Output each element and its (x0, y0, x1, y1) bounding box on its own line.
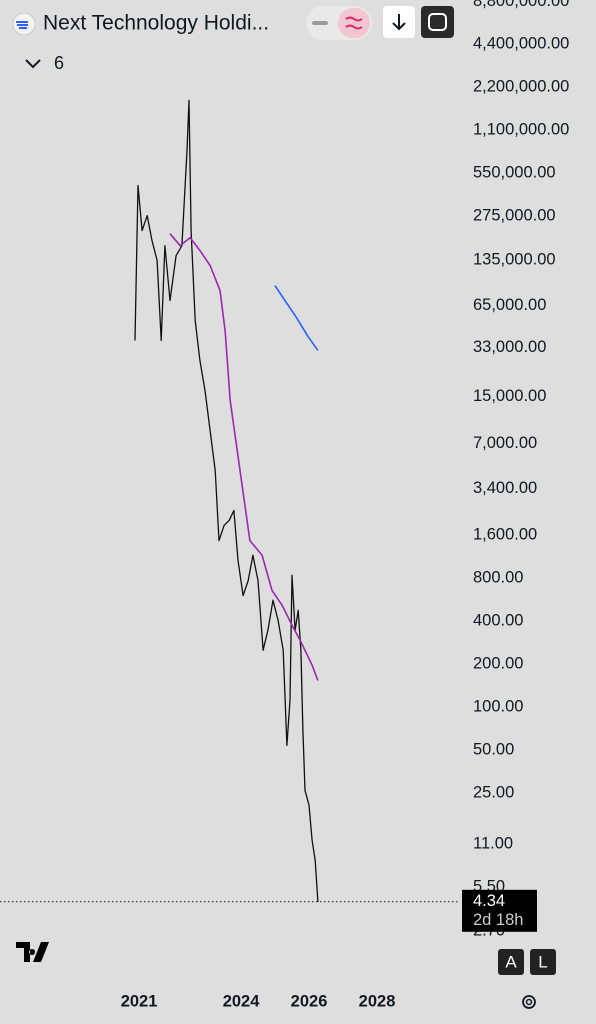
scale-button[interactable] (530, 949, 556, 975)
scale-button-label[interactable]: A (505, 952, 517, 971)
y-tick-label: 1,100,000.00 (473, 121, 569, 139)
style-line-active[interactable] (338, 8, 370, 38)
arrow-down-icon (392, 14, 406, 31)
x-tick-label: 2026 (291, 992, 328, 1010)
y-tick-label: 11.00 (473, 834, 513, 852)
y-tick-label: 275,000.00 (473, 207, 556, 225)
scale-button-label[interactable]: L (538, 952, 547, 971)
settings-icon-center (525, 998, 533, 1006)
y-tick-label: 33,000.00 (473, 338, 546, 356)
y-tick-label: 25.00 (473, 784, 514, 802)
tradingview-logo[interactable] (16, 942, 49, 962)
y-tick-label: 400.00 (473, 612, 523, 630)
fullscreen-button[interactable] (421, 6, 454, 38)
x-tick-label: 2024 (223, 992, 261, 1010)
plot-area: 2021 2024 2026 2028 (0, 99, 460, 1010)
y-tick-label: 200.00 (473, 655, 523, 673)
price-line (169, 233, 319, 681)
y-tick-label: 15,000.00 (473, 387, 546, 405)
price-line (274, 285, 319, 351)
y-tick-label: 800.00 (473, 569, 523, 587)
y-tick-label: 65,000.00 (473, 296, 546, 314)
y-tick-label: 1,600.00 (473, 526, 537, 544)
price-line (134, 99, 319, 902)
y-tick-label: 8,800,000.00 (473, 0, 569, 10)
y-tick-label: 4,400,000.00 (473, 35, 569, 53)
indicator-count[interactable]: 6 (54, 53, 64, 73)
y-tick-label: 3,400.00 (473, 479, 537, 497)
y-tick-label: 550,000.00 (473, 164, 556, 182)
fullscreen-icon (428, 13, 447, 31)
settings-icon[interactable] (522, 995, 536, 1009)
style-bars-icon[interactable] (312, 21, 328, 25)
y-tick-label: 2,200,000.00 (473, 78, 569, 96)
chart-title[interactable]: Next Technology Holdi... (43, 12, 269, 35)
x-tick-label: 2028 (359, 992, 396, 1010)
y-tick-label: 50.00 (473, 741, 514, 759)
y-tick-label: 135,000.00 (473, 251, 556, 269)
last-price-label: 4.34 (473, 892, 505, 910)
x-tick-label: 2021 (121, 992, 158, 1010)
style-line-icon (345, 16, 363, 30)
y-tick-label: 100.00 (473, 698, 523, 716)
scale-button[interactable] (498, 949, 524, 975)
y-tick-label: 7,000.00 (473, 434, 537, 452)
indicator-collapse-icon[interactable] (25, 59, 41, 69)
symbol-logo-mark (16, 21, 28, 29)
y-axis: 8,800,000.00 4,400,000.00 2,200,000.00 1,10… (462, 0, 569, 940)
countdown-label: 2d 18h (473, 911, 523, 929)
last-price-box (462, 889, 537, 932)
